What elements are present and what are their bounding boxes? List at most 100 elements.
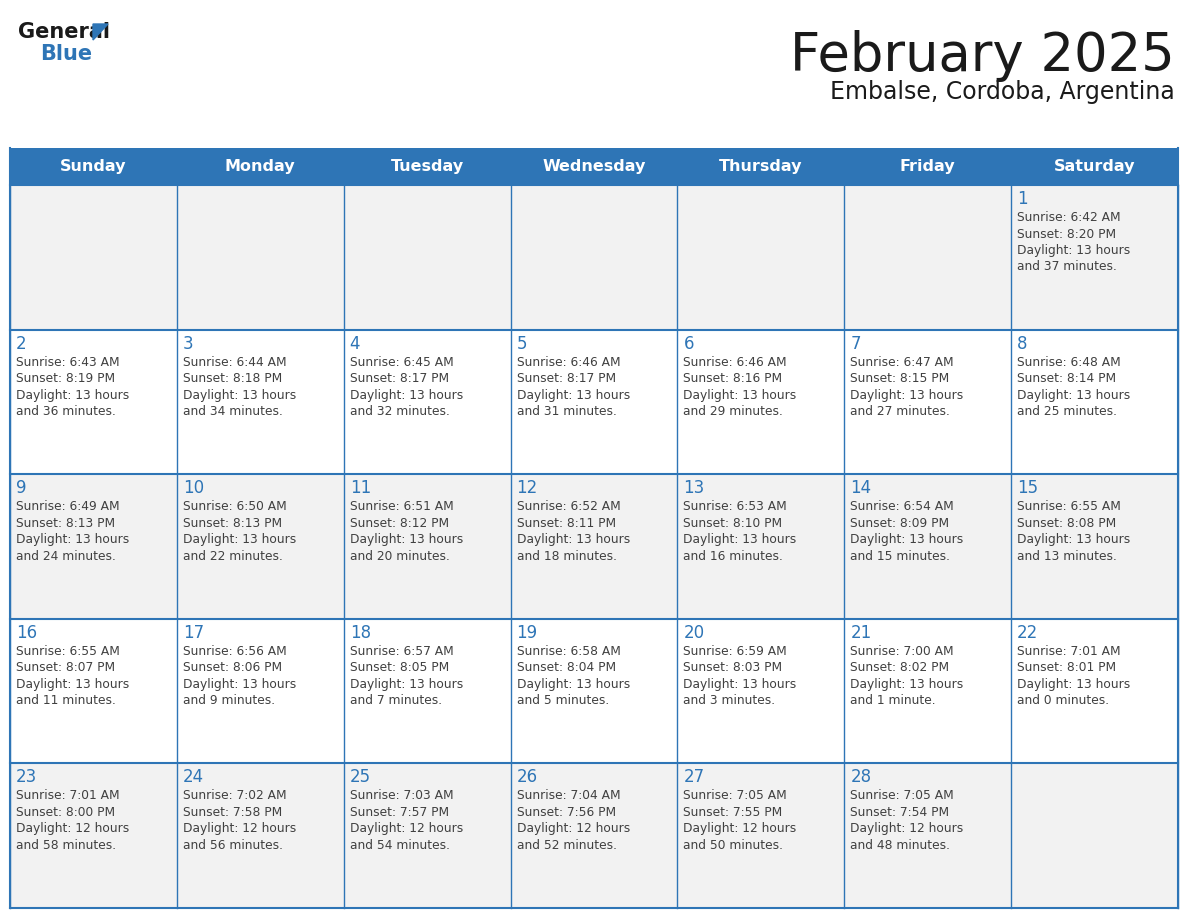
Bar xyxy=(10,185,1178,330)
Text: Daylight: 13 hours: Daylight: 13 hours xyxy=(851,677,963,691)
Text: Embalse, Cordoba, Argentina: Embalse, Cordoba, Argentina xyxy=(830,80,1175,104)
Text: and 11 minutes.: and 11 minutes. xyxy=(15,694,116,707)
Text: 16: 16 xyxy=(15,624,37,642)
Text: 21: 21 xyxy=(851,624,872,642)
Text: 20: 20 xyxy=(683,624,704,642)
Text: and 52 minutes.: and 52 minutes. xyxy=(517,839,617,852)
Text: Monday: Monday xyxy=(225,159,296,174)
Text: Sunrise: 7:00 AM: Sunrise: 7:00 AM xyxy=(851,644,954,658)
Text: Sunset: 7:57 PM: Sunset: 7:57 PM xyxy=(349,806,449,819)
Text: Sunset: 8:16 PM: Sunset: 8:16 PM xyxy=(683,372,783,385)
Text: Sunset: 8:13 PM: Sunset: 8:13 PM xyxy=(15,517,115,530)
Text: 19: 19 xyxy=(517,624,538,642)
Text: 26: 26 xyxy=(517,768,538,787)
Text: and 34 minutes.: and 34 minutes. xyxy=(183,405,283,418)
Text: Sunset: 8:18 PM: Sunset: 8:18 PM xyxy=(183,372,282,385)
Text: Daylight: 13 hours: Daylight: 13 hours xyxy=(349,677,463,691)
Text: Sunset: 8:01 PM: Sunset: 8:01 PM xyxy=(1017,661,1117,675)
Text: Sunrise: 6:49 AM: Sunrise: 6:49 AM xyxy=(15,500,120,513)
Text: Sunrise: 6:44 AM: Sunrise: 6:44 AM xyxy=(183,355,286,369)
Text: 6: 6 xyxy=(683,334,694,353)
Text: and 32 minutes.: and 32 minutes. xyxy=(349,405,449,418)
Text: and 13 minutes.: and 13 minutes. xyxy=(1017,550,1117,563)
Text: Daylight: 13 hours: Daylight: 13 hours xyxy=(1017,388,1131,401)
Text: Sunrise: 7:01 AM: Sunrise: 7:01 AM xyxy=(1017,644,1120,658)
Text: Sunset: 8:04 PM: Sunset: 8:04 PM xyxy=(517,661,615,675)
Bar xyxy=(10,619,1178,764)
Text: Sunset: 8:00 PM: Sunset: 8:00 PM xyxy=(15,806,115,819)
Text: Daylight: 13 hours: Daylight: 13 hours xyxy=(851,388,963,401)
Bar xyxy=(10,330,1178,475)
Text: and 5 minutes.: and 5 minutes. xyxy=(517,694,608,707)
Text: 12: 12 xyxy=(517,479,538,498)
Text: Sunrise: 6:47 AM: Sunrise: 6:47 AM xyxy=(851,355,954,369)
Text: 11: 11 xyxy=(349,479,371,498)
Text: Daylight: 13 hours: Daylight: 13 hours xyxy=(15,388,129,401)
Text: 18: 18 xyxy=(349,624,371,642)
Text: and 25 minutes.: and 25 minutes. xyxy=(1017,405,1117,418)
Text: and 0 minutes.: and 0 minutes. xyxy=(1017,694,1110,707)
Text: and 7 minutes.: and 7 minutes. xyxy=(349,694,442,707)
Text: Sunset: 7:55 PM: Sunset: 7:55 PM xyxy=(683,806,783,819)
Bar xyxy=(10,764,1178,908)
Text: 13: 13 xyxy=(683,479,704,498)
Text: and 50 minutes.: and 50 minutes. xyxy=(683,839,783,852)
Text: 24: 24 xyxy=(183,768,204,787)
Text: and 58 minutes.: and 58 minutes. xyxy=(15,839,116,852)
Text: Blue: Blue xyxy=(40,44,93,64)
Text: Daylight: 13 hours: Daylight: 13 hours xyxy=(683,677,797,691)
Text: and 15 minutes.: and 15 minutes. xyxy=(851,550,950,563)
Text: Daylight: 12 hours: Daylight: 12 hours xyxy=(15,823,129,835)
Text: Sunset: 8:17 PM: Sunset: 8:17 PM xyxy=(349,372,449,385)
Text: 8: 8 xyxy=(1017,334,1028,353)
Text: Sunrise: 6:46 AM: Sunrise: 6:46 AM xyxy=(517,355,620,369)
Text: General: General xyxy=(18,22,110,42)
Bar xyxy=(10,148,1178,185)
Text: Saturday: Saturday xyxy=(1054,159,1136,174)
Text: Sunrise: 7:02 AM: Sunrise: 7:02 AM xyxy=(183,789,286,802)
Text: 22: 22 xyxy=(1017,624,1038,642)
Text: Sunrise: 6:54 AM: Sunrise: 6:54 AM xyxy=(851,500,954,513)
Text: Daylight: 13 hours: Daylight: 13 hours xyxy=(517,388,630,401)
Text: Sunrise: 6:52 AM: Sunrise: 6:52 AM xyxy=(517,500,620,513)
Text: 28: 28 xyxy=(851,768,872,787)
Text: Sunrise: 6:42 AM: Sunrise: 6:42 AM xyxy=(1017,211,1120,224)
Text: Daylight: 12 hours: Daylight: 12 hours xyxy=(183,823,296,835)
Text: Sunrise: 6:46 AM: Sunrise: 6:46 AM xyxy=(683,355,788,369)
Text: Sunset: 8:06 PM: Sunset: 8:06 PM xyxy=(183,661,282,675)
Text: Daylight: 13 hours: Daylight: 13 hours xyxy=(183,388,296,401)
Text: Sunset: 8:05 PM: Sunset: 8:05 PM xyxy=(349,661,449,675)
Text: Sunrise: 6:50 AM: Sunrise: 6:50 AM xyxy=(183,500,286,513)
Text: Daylight: 12 hours: Daylight: 12 hours xyxy=(349,823,463,835)
Text: Sunrise: 6:51 AM: Sunrise: 6:51 AM xyxy=(349,500,454,513)
Text: 23: 23 xyxy=(15,768,37,787)
Text: Sunset: 8:15 PM: Sunset: 8:15 PM xyxy=(851,372,949,385)
Text: 3: 3 xyxy=(183,334,194,353)
Text: and 18 minutes.: and 18 minutes. xyxy=(517,550,617,563)
Text: Sunrise: 6:55 AM: Sunrise: 6:55 AM xyxy=(15,644,120,658)
Text: Sunrise: 7:05 AM: Sunrise: 7:05 AM xyxy=(683,789,788,802)
Text: Daylight: 13 hours: Daylight: 13 hours xyxy=(349,388,463,401)
Text: Daylight: 12 hours: Daylight: 12 hours xyxy=(517,823,630,835)
Text: and 48 minutes.: and 48 minutes. xyxy=(851,839,950,852)
Text: and 54 minutes.: and 54 minutes. xyxy=(349,839,450,852)
Text: 14: 14 xyxy=(851,479,872,498)
Text: Sunset: 8:13 PM: Sunset: 8:13 PM xyxy=(183,517,282,530)
Text: February 2025: February 2025 xyxy=(790,30,1175,82)
Text: Sunrise: 6:43 AM: Sunrise: 6:43 AM xyxy=(15,355,120,369)
Text: 17: 17 xyxy=(183,624,204,642)
Text: and 24 minutes.: and 24 minutes. xyxy=(15,550,116,563)
Text: Sunrise: 6:48 AM: Sunrise: 6:48 AM xyxy=(1017,355,1121,369)
Text: Sunrise: 6:57 AM: Sunrise: 6:57 AM xyxy=(349,644,454,658)
Text: and 31 minutes.: and 31 minutes. xyxy=(517,405,617,418)
Text: Sunset: 8:20 PM: Sunset: 8:20 PM xyxy=(1017,228,1117,241)
Text: Sunset: 8:07 PM: Sunset: 8:07 PM xyxy=(15,661,115,675)
Text: 5: 5 xyxy=(517,334,527,353)
Text: and 27 minutes.: and 27 minutes. xyxy=(851,405,950,418)
Text: Wednesday: Wednesday xyxy=(542,159,646,174)
Text: Sunset: 7:54 PM: Sunset: 7:54 PM xyxy=(851,806,949,819)
Text: Sunset: 8:17 PM: Sunset: 8:17 PM xyxy=(517,372,615,385)
Text: Daylight: 13 hours: Daylight: 13 hours xyxy=(183,677,296,691)
Bar xyxy=(10,475,1178,619)
Text: and 1 minute.: and 1 minute. xyxy=(851,694,936,707)
